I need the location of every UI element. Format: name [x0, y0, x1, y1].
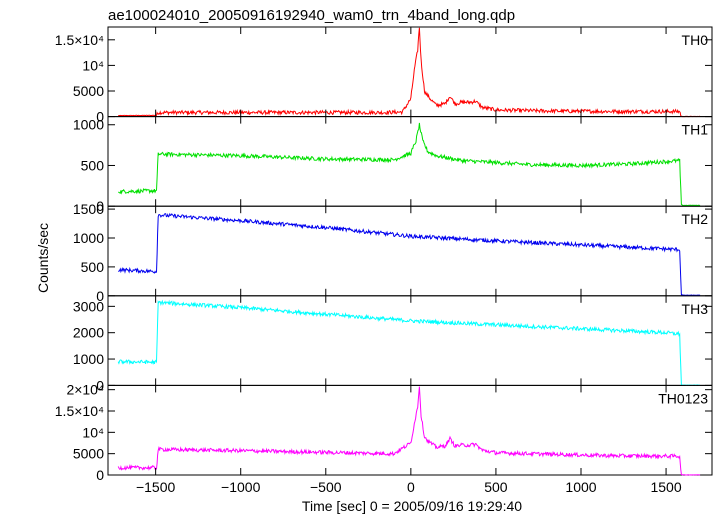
- x-tick-label: −500: [310, 479, 342, 495]
- y-tick-label: 1.5×10⁴: [55, 403, 104, 419]
- x-tick-label: 1000: [565, 479, 596, 495]
- y-tick-label: 1000: [73, 351, 104, 367]
- panel-frame: [107, 116, 713, 207]
- y-tick-label: 1500: [73, 201, 104, 217]
- y-tick-label: 0: [96, 377, 104, 393]
- y-tick-label: 10⁴: [82, 57, 104, 73]
- y-tick-label: 0: [96, 288, 104, 304]
- x-tick-label: 1500: [650, 479, 681, 495]
- y-tick-label: 500: [81, 259, 105, 275]
- panel-frame: [107, 205, 713, 297]
- panel-th0: 0 5000 10⁴ 1.5×10⁴ TH0: [55, 26, 713, 125]
- panel-frame: [107, 295, 713, 386]
- panel-label: TH0123: [658, 390, 708, 406]
- x-tick-label: 500: [484, 479, 508, 495]
- chart-title: ae100024010_20050916192940_wam0_trn_4ban…: [108, 7, 515, 24]
- x-tick-label: −1500: [136, 479, 176, 495]
- x-tick-label: −1000: [221, 479, 261, 495]
- y-tick-label: 2000: [73, 325, 104, 341]
- y-tick-label: 0: [96, 198, 104, 214]
- x-tick-label: 0: [407, 479, 415, 495]
- y-tick-label: 1.5×10⁴: [55, 32, 104, 48]
- panel-label: TH1: [682, 122, 709, 138]
- y-tick-label: 0: [96, 467, 104, 483]
- panel-label: TH3: [682, 301, 709, 317]
- series-line-th0123: [117, 386, 701, 476]
- panel-frame: [107, 26, 713, 118]
- panel-label: TH2: [682, 211, 709, 227]
- y-axis-title: Counts/sec: [35, 223, 51, 293]
- series-line-th1: [118, 122, 701, 207]
- y-tick-label: 5000: [73, 446, 104, 462]
- panel-th2: 0 500 1000 1500 TH2: [73, 201, 713, 304]
- series-line-th2: [118, 212, 701, 296]
- y-tick-label: 5000: [73, 83, 104, 99]
- panel-label: TH0: [682, 32, 709, 48]
- y-tick-label: 3000: [73, 298, 104, 314]
- panel-th1: 0 500 1000 TH1: [73, 116, 713, 214]
- panel-frame: [107, 384, 713, 476]
- panel-th3: 0 1000 2000 3000 TH3: [73, 295, 713, 393]
- y-tick-label: 500: [81, 157, 105, 173]
- y-tick-label: 10⁴: [82, 424, 104, 440]
- series-line-th0: [118, 27, 701, 118]
- y-tick-label: 1000: [73, 117, 104, 133]
- y-tick-label: 0: [96, 109, 104, 125]
- series-line-th3: [117, 299, 701, 386]
- y-tick-label: 1000: [73, 230, 104, 246]
- y-tick-label: 2×10⁴: [66, 382, 104, 398]
- x-axis-title: Time [sec] 0 = 2005/09/16 19:29:40: [302, 498, 522, 514]
